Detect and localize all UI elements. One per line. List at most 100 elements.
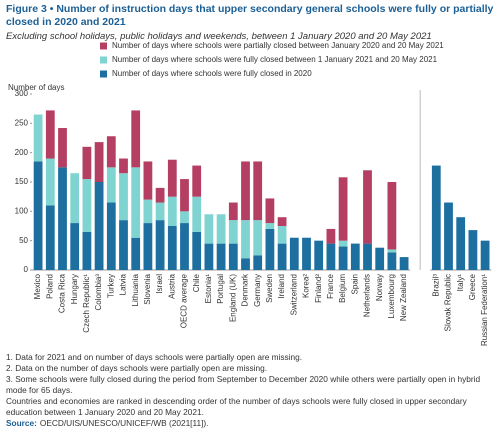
note: Countries and economies are ranked in de… <box>6 396 467 417</box>
note: 2. Data on the number of days schools we… <box>6 363 268 373</box>
x-tick-label: Switzerland <box>289 274 298 315</box>
bar-segment <box>82 231 92 270</box>
legend-label: Number of days where schools were fully … <box>112 55 438 64</box>
bar-segment <box>167 196 177 226</box>
bar-segment <box>45 158 55 206</box>
bar-segment <box>289 237 299 270</box>
bar-segment <box>363 243 372 270</box>
bar-segment <box>375 247 385 270</box>
bar-segment <box>326 228 336 244</box>
bar-segment <box>192 196 202 232</box>
bar-segment <box>387 252 397 270</box>
x-tick-label: Estonia¹ <box>204 274 213 304</box>
y-tick-label: 50 <box>19 236 28 245</box>
bar-segment <box>431 165 441 270</box>
bar-segment <box>204 214 214 244</box>
bar-segment <box>70 173 80 224</box>
x-tick-label: Germany <box>253 274 262 307</box>
bar-segment <box>216 243 226 270</box>
bar-segment <box>167 226 177 270</box>
bar-segment <box>228 220 238 244</box>
bar-segment <box>277 243 287 270</box>
bar-segment <box>192 231 202 270</box>
bar-segment <box>131 237 141 270</box>
bar-segment <box>82 179 92 232</box>
bar-segment <box>241 258 250 270</box>
y-tick-label: 150 <box>15 177 29 186</box>
bar-segment <box>94 142 104 182</box>
y-tick-label: 300 <box>15 89 29 98</box>
bar-segment <box>119 158 128 174</box>
x-tick-label: Korea² <box>302 274 311 298</box>
x-tick-label: Hungary <box>70 274 79 304</box>
x-tick-label: Spain <box>350 274 359 294</box>
y-tick-label: 250 <box>15 118 29 127</box>
bar-segment <box>253 255 263 270</box>
x-tick-label: Turkey <box>106 274 115 298</box>
bar-segment <box>180 179 189 212</box>
source-label: Source: <box>6 418 37 428</box>
bar-segment <box>33 114 43 162</box>
x-tick-label: Poland <box>45 274 54 299</box>
bar-segment <box>155 202 165 221</box>
bar-segment <box>480 240 490 270</box>
x-tick-label: Brazil³ <box>431 274 440 297</box>
bar-segment <box>119 220 128 270</box>
x-tick-label: Luxembourg <box>387 274 396 318</box>
bar-segment <box>143 223 153 270</box>
x-tick-label: New Zealand <box>399 274 408 321</box>
y-axis-label: Number of days <box>8 83 64 92</box>
x-tick-label: Austria <box>167 273 176 298</box>
bar-segment <box>363 170 372 244</box>
bar-segment <box>253 161 263 221</box>
bar-segment <box>70 223 80 270</box>
x-tick-label: Mexico <box>33 273 42 299</box>
bar-segment <box>228 243 238 270</box>
bar-segment <box>387 249 397 253</box>
bar-segment <box>228 202 238 221</box>
x-tick-label: Italy¹ <box>456 274 465 292</box>
bar-segment <box>265 223 275 229</box>
bar-segment <box>143 199 153 224</box>
x-tick-label: Ireland <box>277 274 286 298</box>
x-tick-label: Latvia <box>119 273 128 295</box>
bar-segment <box>167 159 177 197</box>
bar-segment <box>131 167 141 238</box>
bar-segment <box>338 177 348 241</box>
bar-segment <box>277 226 287 244</box>
bar-segment <box>241 161 250 221</box>
x-tick-label: Netherlands <box>363 274 372 317</box>
bar-segment <box>58 167 67 270</box>
chart-subtitle: Excluding school holidays, public holida… <box>6 31 432 42</box>
bar-segment <box>192 165 202 197</box>
notes: 1. Data for 2021 and on number of days s… <box>6 352 494 429</box>
bar-segment <box>265 198 275 224</box>
chart-title: Figure 3 • Number of instruction days th… <box>6 3 494 28</box>
legend-swatch <box>100 70 107 78</box>
bar-segment <box>216 214 226 244</box>
bar-segment <box>131 110 141 168</box>
x-tick-label: France <box>326 273 335 298</box>
legend-swatch <box>100 42 107 50</box>
bar-segment <box>180 223 189 270</box>
note: 3. Some schools were fully closed during… <box>6 374 481 395</box>
x-tick-label: Israel <box>155 274 164 294</box>
bar-segment <box>45 205 55 270</box>
x-tick-label: Portugal <box>216 274 225 304</box>
x-tick-label: Sweden <box>265 274 274 303</box>
x-tick-label: Costa Rica <box>58 273 67 313</box>
note: 1. Data for 2021 and on number of days s… <box>6 352 303 362</box>
bar-segment <box>143 161 153 200</box>
bar-segment <box>265 228 275 270</box>
source: Source: OECD/UIS/UNESCO/UNICEF/WB (2021[1… <box>6 418 494 429</box>
y-tick-label: 200 <box>15 148 29 157</box>
bar-segment <box>253 220 263 256</box>
bar-segment <box>106 202 116 270</box>
bar-segment <box>155 220 165 270</box>
y-tick-label: 100 <box>15 206 29 215</box>
bar-segment <box>204 243 214 270</box>
bar-segment <box>180 211 189 224</box>
bar-segment <box>338 246 348 270</box>
bar-segment <box>302 237 311 270</box>
